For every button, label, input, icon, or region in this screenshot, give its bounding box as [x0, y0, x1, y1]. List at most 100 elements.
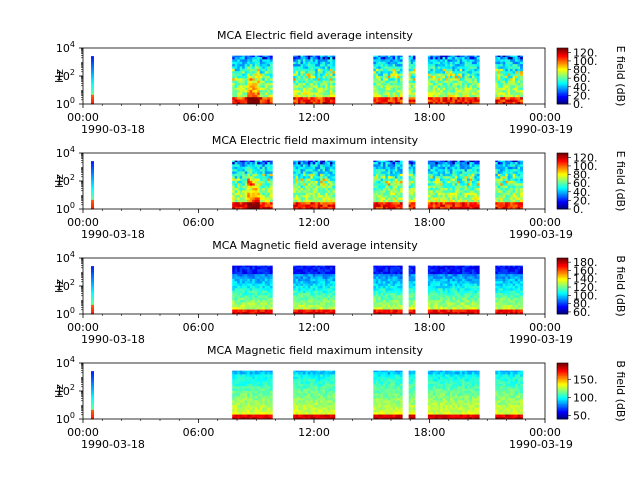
spectrogram-cell	[234, 61, 238, 65]
spectrogram-cell	[510, 192, 514, 196]
spectrogram-cell	[375, 161, 379, 165]
spectrogram-cell	[502, 96, 506, 100]
spectrogram-cell	[234, 192, 238, 196]
spectrogram-cell	[445, 197, 448, 200]
spectrogram-cell	[517, 197, 521, 200]
spectrogram-cell	[467, 183, 470, 186]
spectrogram-cell	[454, 180, 458, 184]
spectrogram-cell	[437, 75, 441, 79]
spectrogram-cell	[467, 78, 470, 81]
spectrogram-cell	[257, 94, 261, 98]
spectrogram-cell	[502, 68, 506, 72]
spectrogram-cell	[302, 168, 306, 172]
spectrogram-cell	[305, 73, 309, 76]
spectrogram-cell	[315, 171, 319, 174]
spectrogram-cell	[293, 285, 296, 289]
spectrogram-cell	[327, 173, 331, 177]
spectrogram-cell	[310, 164, 314, 167]
spectrogram-cell	[440, 61, 443, 65]
chart-panel-2: MCA Electric field maximum intensityHz10…	[53, 134, 627, 241]
spectrogram-cell	[505, 164, 509, 167]
spectrogram-cell	[375, 59, 379, 62]
spectrogram-cell	[232, 273, 236, 277]
spectrogram-cell	[317, 68, 321, 72]
spectrogram-cell	[395, 166, 398, 170]
spectrogram-cell	[457, 187, 461, 191]
spectrogram-cell	[257, 197, 261, 200]
spectrogram-cell	[259, 183, 263, 186]
spectrogram-cell	[373, 96, 377, 100]
spectrogram-cell	[310, 309, 314, 312]
spectrogram-cell	[382, 204, 386, 207]
spectrogram-cell	[464, 63, 468, 67]
spectrogram-cell	[329, 283, 333, 286]
spectrogram-cell	[262, 299, 266, 303]
spectrogram-cell	[307, 55, 311, 58]
spectrogram-cell	[234, 199, 238, 203]
spectrogram-cell	[457, 273, 461, 277]
spectrogram-cell	[476, 89, 480, 93]
spectrogram-cell	[252, 161, 256, 165]
spectrogram-cell	[244, 183, 248, 186]
spectrogram-cell	[462, 160, 465, 163]
spectrogram-cell	[252, 75, 256, 79]
spectrogram-cell	[298, 78, 301, 81]
spectrogram-cell	[505, 80, 509, 84]
spectrogram-cell	[234, 173, 238, 177]
spectrogram-cell	[302, 173, 306, 177]
spectrogram-cell	[510, 187, 514, 191]
spectrogram-cell	[237, 70, 241, 74]
spectrogram-cell	[408, 94, 412, 98]
spectrogram-cell	[412, 56, 416, 60]
spectrogram-cell	[390, 180, 394, 184]
spectrogram-cell	[249, 75, 253, 79]
spectrogram-cell	[332, 96, 336, 100]
spectrogram-cell	[512, 94, 516, 98]
spectrogram-cell	[325, 271, 328, 275]
spectrogram-cell	[378, 168, 381, 172]
spectrogram-cell	[454, 161, 458, 165]
spectrogram-cell	[447, 187, 451, 191]
spectrogram-cell	[257, 204, 261, 207]
spectrogram-cell	[462, 161, 465, 165]
spectrogram-cell	[315, 190, 319, 193]
spectrogram-cell	[454, 75, 458, 79]
spectrogram-cell	[252, 82, 256, 86]
spectrogram-cell	[435, 68, 439, 72]
spectrogram-cell	[232, 175, 236, 179]
spectrogram-cell	[445, 101, 448, 105]
spectrogram-cell	[442, 59, 446, 62]
spectrogram-cell	[430, 206, 434, 210]
spectrogram-cell	[512, 75, 516, 79]
spectrogram-cell	[390, 278, 394, 282]
spectrogram-cell	[427, 199, 431, 203]
spectrogram-cell	[373, 94, 377, 98]
spectrogram-cell	[408, 96, 412, 100]
spectrogram-cell	[317, 302, 321, 305]
spectrogram-cell	[410, 288, 414, 291]
spectrogram-cell	[259, 306, 263, 310]
spectrogram-cell	[269, 292, 273, 296]
spectrogram-cell	[247, 299, 251, 303]
y-tick-label: 102	[56, 173, 75, 188]
spectrogram-cell	[325, 266, 328, 270]
spectrogram-cell	[476, 197, 480, 200]
spectrogram-cell	[300, 199, 304, 203]
spectrogram-cell	[315, 194, 319, 198]
spectrogram-cell	[234, 70, 238, 74]
spectrogram-cell	[234, 96, 238, 100]
spectrogram-cell	[332, 56, 336, 60]
spectrogram-cell	[259, 87, 263, 91]
spectrogram-cell	[442, 183, 446, 186]
spectrogram-cell	[237, 199, 241, 203]
spectrogram-cell	[300, 96, 304, 100]
spectrogram-cell	[452, 87, 456, 91]
spectrogram-cell	[454, 183, 458, 186]
spectrogram-cell	[469, 59, 473, 62]
spectrogram-cell	[259, 185, 263, 189]
spectrogram-cell	[307, 292, 311, 296]
spectrogram-cell	[440, 302, 443, 305]
spectrogram-cell	[452, 178, 456, 181]
spectrogram-cell	[467, 87, 470, 91]
spectrogram-cell	[395, 82, 398, 86]
